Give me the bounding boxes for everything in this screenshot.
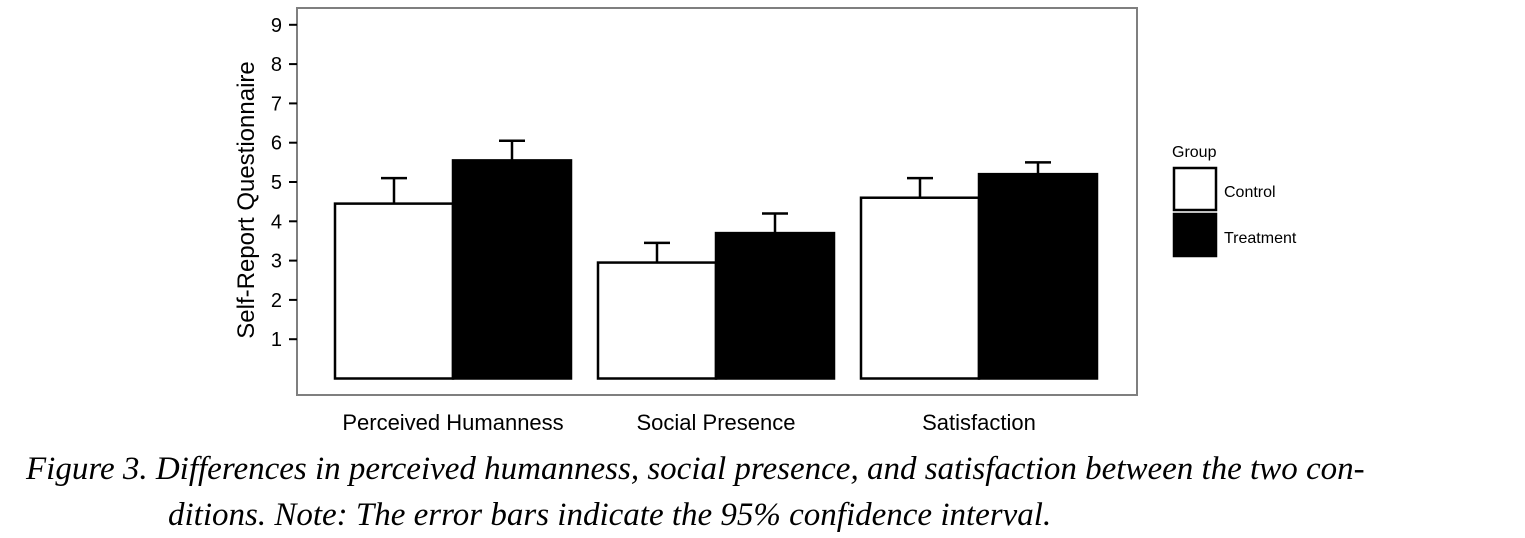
legend-items: Control Treatment	[1172, 166, 1297, 258]
legend-key-treatment	[1172, 212, 1218, 258]
x-tick-label: Satisfaction	[922, 410, 1036, 435]
legend-label: Control	[1224, 184, 1276, 201]
y-tick-label: 9	[271, 15, 282, 37]
y-axis-label: Self-Report Questionnaire	[233, 61, 260, 338]
y-tick-label: 6	[271, 133, 282, 155]
error-bar	[1025, 161, 1051, 175]
error-bar	[381, 176, 407, 204]
legend: Group Control Treatment	[1172, 144, 1297, 258]
legend-title: Group	[1172, 144, 1217, 161]
figure-caption: Figure 3. Differences in perceived human…	[0, 446, 1525, 538]
bars-layer	[333, 139, 1099, 380]
bar-control-3	[859, 196, 981, 380]
bar-treatment-3	[977, 172, 1099, 380]
caption-line-2: ditions. Note: The error bars indicate t…	[168, 497, 1052, 533]
legend-key-control	[1172, 166, 1218, 212]
y-tick-label: 7	[271, 93, 282, 115]
bar-control-2	[596, 261, 718, 380]
y-tick-label: 2	[271, 290, 282, 312]
caption-line-1: Figure 3. Differences in perceived human…	[26, 451, 1365, 487]
y-tick-label: 4	[271, 211, 282, 233]
bar-treatment-2	[714, 231, 836, 380]
y-tick-label: 5	[271, 172, 282, 194]
x-tick-label: Social Presence	[637, 410, 796, 435]
y-tick-label: 8	[271, 54, 282, 76]
error-bar	[499, 139, 525, 161]
bar-chart: 1 2 3 4 5 6 7 8 9 Perceived Humanness Social Pres…	[233, 7, 1297, 435]
x-tick-label: Perceived Humanness	[342, 410, 563, 435]
legend-label: Treatment	[1224, 230, 1297, 247]
bar-treatment-1	[451, 159, 573, 380]
y-tick-label: 3	[271, 251, 282, 273]
bar-control-1	[333, 202, 455, 380]
error-bar	[644, 241, 670, 263]
error-bar	[907, 176, 933, 198]
y-tick-label: 1	[271, 329, 282, 351]
x-axis: Perceived Humanness Social Presence Satisf…	[342, 410, 1036, 435]
error-bar	[762, 212, 788, 234]
y-axis: 1 2 3 4 5 6 7 8 9	[271, 15, 297, 351]
